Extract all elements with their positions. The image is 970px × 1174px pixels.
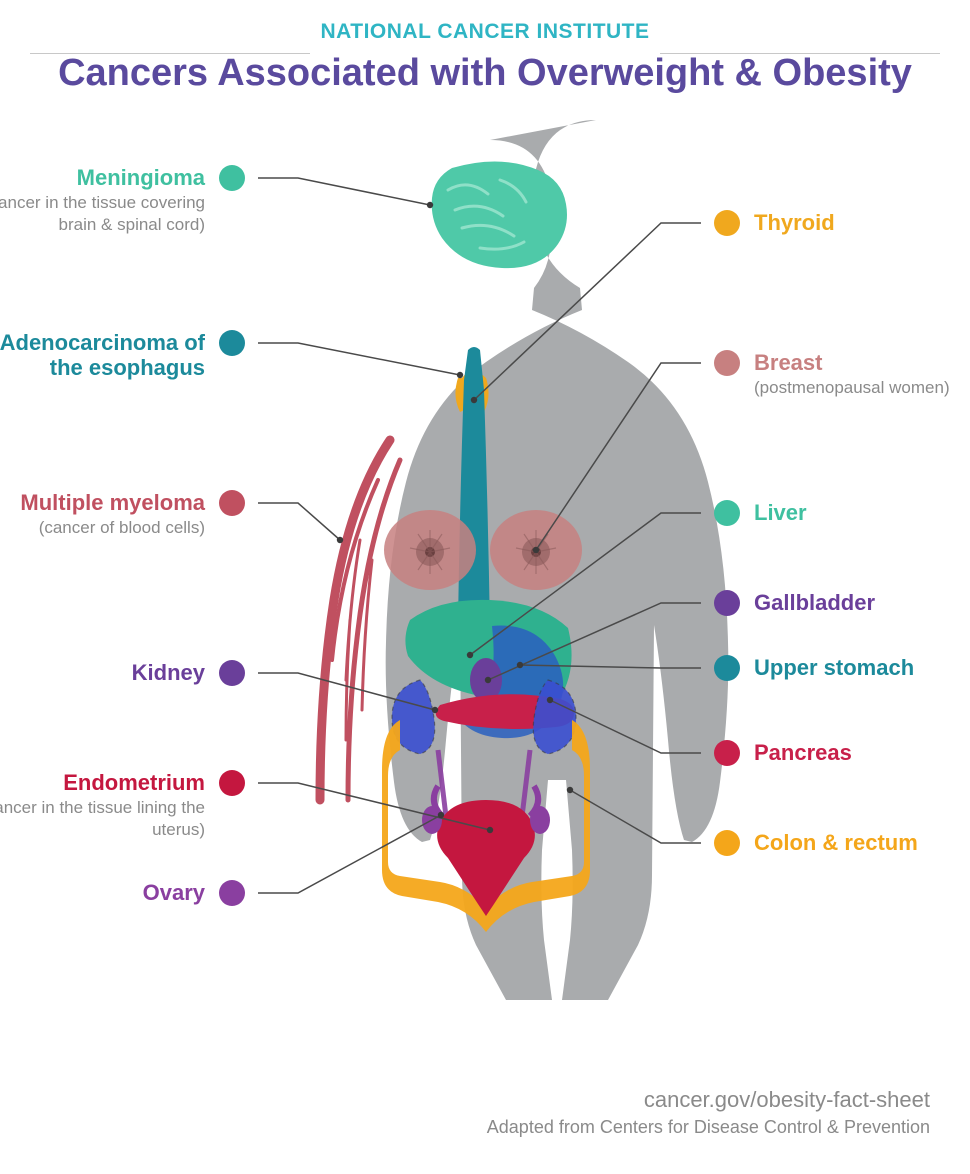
leader-lines <box>258 178 701 893</box>
label-name-stomach: Upper stomach <box>754 655 970 680</box>
label-meningioma: Meningioma(cancer in the tissue covering… <box>0 165 205 235</box>
label-name-pancreas: Pancreas <box>754 740 970 765</box>
pancreas-organ <box>436 694 574 729</box>
header-rule-left <box>30 53 310 54</box>
label-dot-ovary <box>219 880 245 906</box>
breast-organs <box>384 510 582 590</box>
footer-url: cancer.gov/obesity-fact-sheet <box>487 1087 930 1113</box>
footer-credit: Adapted from Centers for Disease Control… <box>487 1117 930 1138</box>
label-name-adeno: Adenocarcinoma of the esophagus <box>0 330 205 381</box>
label-name-breast: Breast <box>754 350 970 375</box>
body-silhouette <box>386 120 729 1000</box>
label-name-meningioma: Meningioma <box>0 165 205 190</box>
label-dot-thyroid <box>714 210 740 236</box>
label-name-thyroid: Thyroid <box>754 210 970 235</box>
label-dot-adeno <box>219 330 245 356</box>
blood-vessels <box>320 440 400 800</box>
label-name-colon: Colon & rectum <box>754 830 970 855</box>
label-thyroid: Thyroid <box>754 210 970 235</box>
label-sub-meningioma: (cancer in the tissue covering brain & s… <box>0 192 205 235</box>
label-sub-breast: (postmenopausal women) <box>754 377 970 398</box>
label-pancreas: Pancreas <box>754 740 970 765</box>
label-ovary: Ovary <box>0 880 205 905</box>
kidney-outline <box>392 680 576 754</box>
label-name-gallbladder: Gallbladder <box>754 590 970 615</box>
label-sub-endometrium: (cancer in the tissue lining the uterus) <box>0 797 205 840</box>
reproductive-organs <box>422 786 550 916</box>
kidney-organs <box>392 680 576 754</box>
label-breast: Breast(postmenopausal women) <box>754 350 970 399</box>
gallbladder-organ <box>470 658 502 702</box>
label-dot-endometrium <box>219 770 245 796</box>
label-gallbladder: Gallbladder <box>754 590 970 615</box>
liver-organ <box>405 600 571 701</box>
label-name-kidney: Kidney <box>0 660 205 685</box>
label-adeno: Adenocarcinoma of the esophagus <box>0 330 205 381</box>
footer: cancer.gov/obesity-fact-sheet Adapted fr… <box>487 1087 930 1138</box>
label-dot-meningioma <box>219 165 245 191</box>
brain-organ <box>432 161 567 268</box>
thyroid-organ <box>455 371 488 420</box>
label-dot-myeloma <box>219 490 245 516</box>
header: NATIONAL CANCER INSTITUTE Cancers Associ… <box>0 20 970 95</box>
label-myeloma: Multiple myeloma(cancer of blood cells) <box>0 490 205 539</box>
target-dots <box>337 202 573 833</box>
label-name-endometrium: Endometrium <box>0 770 205 795</box>
diagram-stage: Meningioma(cancer in the tissue covering… <box>0 120 970 1090</box>
label-dot-pancreas <box>714 740 740 766</box>
header-rule-right <box>660 53 940 54</box>
label-dot-kidney <box>219 660 245 686</box>
label-endometrium: Endometrium(cancer in the tissue lining … <box>0 770 205 840</box>
label-dot-stomach <box>714 655 740 681</box>
ureters <box>438 750 530 850</box>
label-kidney: Kidney <box>0 660 205 685</box>
label-dot-breast <box>714 350 740 376</box>
label-name-liver: Liver <box>754 500 970 525</box>
esophagus-organ <box>458 347 512 677</box>
label-name-myeloma: Multiple myeloma <box>0 490 205 515</box>
page-title: Cancers Associated with Overweight & Obe… <box>0 52 970 95</box>
institute-name: NATIONAL CANCER INSTITUTE <box>0 20 970 44</box>
label-stomach: Upper stomach <box>754 655 970 680</box>
label-dot-liver <box>714 500 740 526</box>
stomach-organ <box>454 626 563 739</box>
label-dot-gallbladder <box>714 590 740 616</box>
colon-organ <box>382 720 590 932</box>
label-colon: Colon & rectum <box>754 830 970 855</box>
label-dot-colon <box>714 830 740 856</box>
label-name-ovary: Ovary <box>0 880 205 905</box>
label-sub-myeloma: (cancer of blood cells) <box>0 517 205 538</box>
label-liver: Liver <box>754 500 970 525</box>
